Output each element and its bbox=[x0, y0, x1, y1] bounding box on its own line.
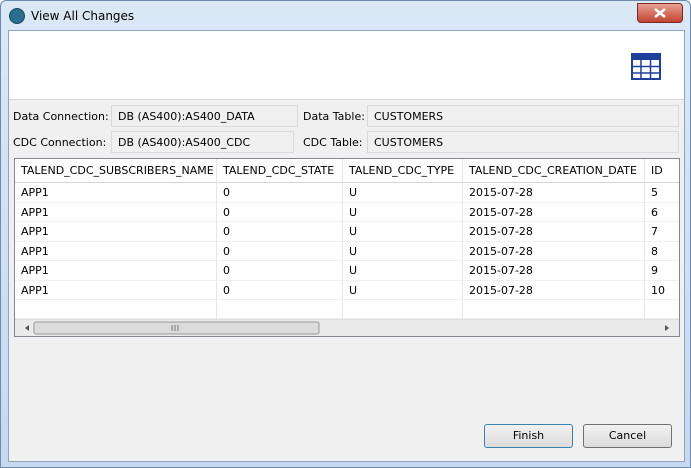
close-icon bbox=[654, 8, 666, 18]
table-cell: U bbox=[343, 241, 463, 261]
empty-cell bbox=[15, 300, 217, 319]
table-cell: 8 bbox=[645, 242, 679, 261]
label: CDC Table: bbox=[303, 136, 363, 149]
text-field[interactable]: DB (AS400):AS400_DATA bbox=[111, 105, 298, 127]
text-field[interactable]: DB (AS400):AS400_CDC bbox=[111, 131, 294, 153]
table-cell: APP1 bbox=[15, 280, 217, 300]
changes-table: TALEND_CDC_SUBSCRIBERS_NAME TALEND_CDC_ST… bbox=[14, 158, 680, 337]
cancel-button[interactable]: Cancel bbox=[583, 424, 672, 448]
table-cell: 2015-07-28 bbox=[463, 280, 645, 300]
table-cell: U bbox=[343, 222, 463, 242]
text-field[interactable]: CUSTOMERS bbox=[367, 131, 679, 153]
window-title: View All Changes bbox=[31, 9, 135, 23]
table-cell: 0 bbox=[217, 222, 343, 242]
text-field[interactable]: CUSTOMERS bbox=[367, 105, 679, 127]
table-cell: 10 bbox=[645, 281, 679, 300]
label: Data Table: bbox=[303, 110, 365, 123]
column-header: TALEND_CDC_SUBSCRIBERS_NAME bbox=[15, 159, 217, 183]
table-cell: 5 bbox=[645, 183, 679, 203]
horizontal-scrollbar[interactable] bbox=[15, 319, 679, 336]
close-button[interactable] bbox=[637, 3, 683, 23]
empty-cell bbox=[217, 300, 343, 319]
table-cell: 2015-07-28 bbox=[463, 241, 645, 261]
table-cell: APP1 bbox=[15, 222, 217, 242]
table-cell: 2015-07-28 bbox=[463, 202, 645, 222]
finish-button[interactable]: Finish bbox=[484, 424, 573, 448]
table-cell: 9 bbox=[645, 261, 679, 281]
table-cell: U bbox=[343, 183, 463, 203]
table-cell: U bbox=[343, 280, 463, 300]
label: CDC Connection: bbox=[13, 136, 107, 149]
table-cell: 2015-07-28 bbox=[463, 222, 645, 242]
scrollbar-art bbox=[25, 321, 669, 335]
table-icon bbox=[631, 53, 661, 80]
table-cell: 6 bbox=[645, 203, 679, 222]
table-cell: U bbox=[343, 202, 463, 222]
table-cell: 0 bbox=[217, 261, 343, 281]
column-header: ID bbox=[645, 159, 679, 183]
table-cell: 7 bbox=[645, 222, 679, 242]
table-cell: 0 bbox=[217, 241, 343, 261]
table-cell: 0 bbox=[217, 202, 343, 222]
column-header: TALEND_CDC_TYPE bbox=[343, 159, 463, 183]
column-header: TALEND_CDC_STATE bbox=[217, 159, 343, 183]
dialog-body: Data Connection: DB (AS400):AS400_DATA D… bbox=[8, 30, 685, 462]
column-header: TALEND_CDC_CREATION_DATE bbox=[463, 159, 645, 183]
label: Data Connection: bbox=[13, 110, 109, 123]
table-cell: 0 bbox=[217, 280, 343, 300]
table-cell: APP1 bbox=[15, 202, 217, 222]
table-cell: 0 bbox=[217, 183, 343, 203]
banner bbox=[9, 31, 684, 100]
app-icon bbox=[9, 8, 25, 24]
empty-cell bbox=[645, 300, 679, 319]
table-cell: APP1 bbox=[15, 183, 217, 203]
table-cell: 2015-07-28 bbox=[463, 261, 645, 281]
empty-cell bbox=[343, 300, 463, 319]
table-cell: 2015-07-28 bbox=[463, 183, 645, 203]
table-cell: U bbox=[343, 261, 463, 281]
table-cell: APP1 bbox=[15, 241, 217, 261]
empty-cell bbox=[463, 300, 645, 319]
table-cell: APP1 bbox=[15, 261, 217, 281]
